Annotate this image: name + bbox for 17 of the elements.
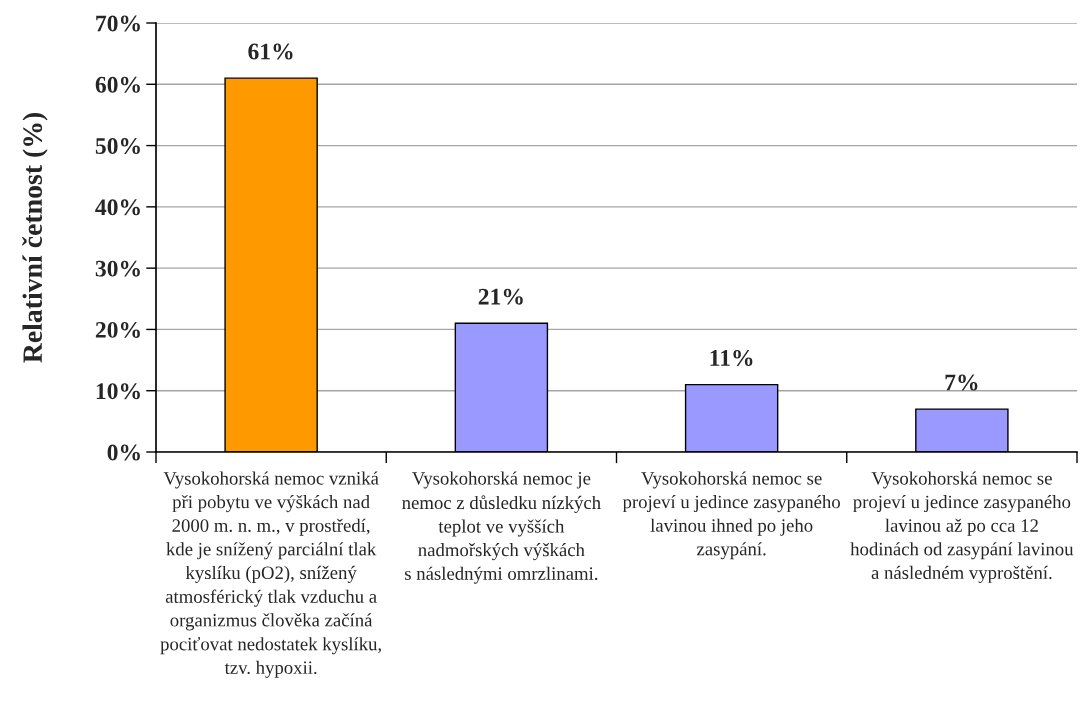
y-tick-label: 40% — [95, 199, 140, 216]
y-tick-label: 60% — [95, 76, 140, 93]
x-tick-label: Vysokohorská nemoc se projeví u jedince zasypaného lavinou až po cca 12 hodinách od zasypání lavinou a následném vyproštění. — [850, 471, 1074, 583]
y-tick-label: 10% — [96, 383, 140, 400]
category-label: Vysokohorská nemoc vzniká při pobytu ve výškách nad 2000 m. n. m., v prostředí, kde je snížený parciální tlak kyslíku (pO2), snížený atmosférický tlak vzduchu a organizmus člověka začíná pociťovat nedostatek kyslíku, tzv. hypoxii. — [160, 471, 381, 678]
data-label: 7% — [945, 374, 978, 391]
data-label: 61% — [248, 43, 293, 60]
x-tick-label: Vysokohorská nemoc je nemoc z důsledku nízkých teplot ve vyšších nadmořských výškách s následnými omrzlinami. — [402, 471, 601, 584]
y-tick-label: 50% — [95, 138, 140, 155]
data-label: 11% — [710, 349, 753, 366]
y-axis-title: Relativní četnost (%) — [22, 112, 48, 363]
y-tick-label: 0% — [107, 444, 140, 461]
x-tick-label: Vysokohorská nemoc se projeví u jedince zasypaného lavinou ihned po jeho zasypání. — [622, 471, 840, 560]
y-tick-label: 70% — [96, 15, 140, 32]
y-tick-label: 30% — [95, 260, 140, 277]
y-tick-label: 20% — [95, 321, 140, 338]
data-label: 21% — [478, 288, 523, 305]
